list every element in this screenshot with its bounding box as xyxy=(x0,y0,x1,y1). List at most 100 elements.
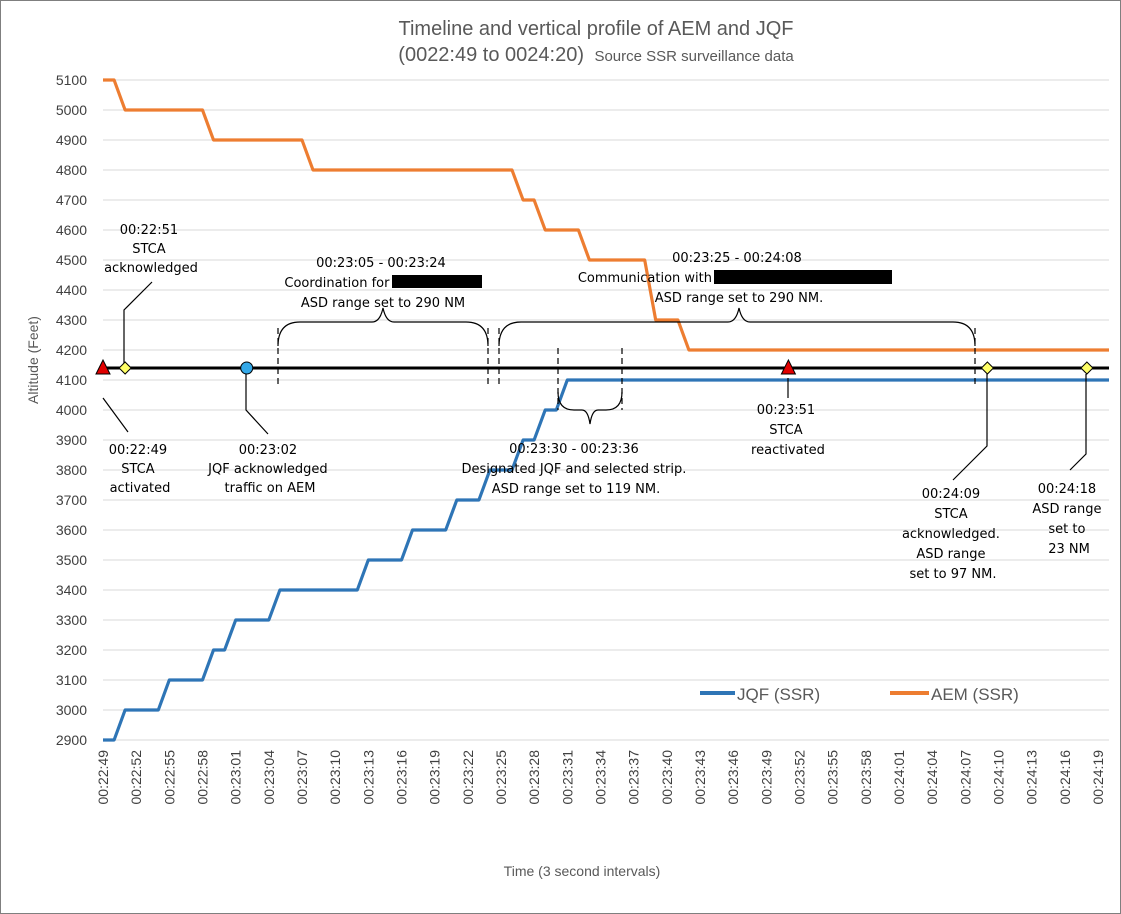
leader-2409 xyxy=(952,374,988,481)
x-tick-label-00-23-28: 00:23:28 xyxy=(526,750,542,805)
x-tick-label-00-23-37: 00:23:37 xyxy=(626,750,642,805)
y-tick-label-4800: 4800 xyxy=(56,162,87,178)
x-tick-label-00-23-04: 00:23:04 xyxy=(261,750,277,805)
annotation-2302-line-3: traffic on AEM xyxy=(225,481,316,496)
annotation-leaders xyxy=(102,281,1087,481)
series-line-1 xyxy=(103,78,1109,352)
leader-2251 xyxy=(123,281,153,366)
annotation-designated-line-1: 00:23:30 - 00:23:36 xyxy=(509,442,639,457)
range-braces xyxy=(277,307,976,425)
y-tick-label-4900: 4900 xyxy=(56,132,87,148)
x-tick-label-00-23-46: 00:23:46 xyxy=(725,750,741,805)
annotation-2418: 00:24:18 ASD range set to 23 NM xyxy=(1032,482,1105,557)
chart-title: Timeline and vertical profile of AEM and… xyxy=(399,18,794,40)
legend: JQF (SSR) AEM (SSR) xyxy=(700,685,1019,704)
marker-diamond-4 xyxy=(980,361,995,375)
annotation-designated-line-3: ASD range set to 119 NM. xyxy=(492,482,660,497)
y-tick-label-4400: 4400 xyxy=(56,282,87,298)
coord-brace xyxy=(277,307,489,347)
x-tick-label-00-24-10: 00:24:10 xyxy=(990,750,1006,805)
redaction-bar-1 xyxy=(392,275,482,288)
chart-subtitle: (0022:49 to 0024:20) Source SSR surveill… xyxy=(398,44,794,66)
x-tick-label-00-22-55: 00:22:55 xyxy=(161,750,177,805)
x-tick-label-00-23-16: 00:23:16 xyxy=(393,750,409,805)
annotation-communication-line-2: Communication with xyxy=(578,271,712,286)
y-tick-label-4600: 4600 xyxy=(56,222,87,238)
y-axis-ticks: 2900 3000 3100 3200 3300 3400 3500 3600 3700 3800… xyxy=(56,72,87,748)
legend-label-aem: AEM (SSR) xyxy=(931,685,1019,704)
series-lines xyxy=(103,78,1109,742)
x-tick-label-00-23-55: 00:23:55 xyxy=(825,750,841,805)
annotation-2409: 00:24:09 STCA acknowledged. ASD range se… xyxy=(902,487,1004,582)
annotation-communication-line-1: 00:23:25 - 00:24:08 xyxy=(672,251,802,266)
annotation-2249: 00:22:49 STCA activated xyxy=(109,443,172,496)
y-tick-label-3200: 3200 xyxy=(56,642,87,658)
desig-brace xyxy=(557,391,623,425)
annotation-2251-line-2: STCA xyxy=(132,242,166,257)
annotation-designated: 00:23:30 - 00:23:36 Designated JQF and s… xyxy=(462,442,691,497)
x-tick-label-00-24-13: 00:24:13 xyxy=(1024,750,1040,805)
y-tick-label-3500: 3500 xyxy=(56,552,87,568)
y-tick-label-4200: 4200 xyxy=(56,342,87,358)
annotation-2249-line-3: activated xyxy=(110,481,171,496)
x-tick-label-00-23-13: 00:23:13 xyxy=(360,750,376,805)
y-tick-label-3300: 3300 xyxy=(56,612,87,628)
annotation-2409-line-3: acknowledged. xyxy=(902,527,1000,542)
x-tick-label-00-23-01: 00:23:01 xyxy=(228,750,244,805)
series-line-0 xyxy=(103,378,1109,742)
y-tick-label-3600: 3600 xyxy=(56,522,87,538)
y-tick-label-3000: 3000 xyxy=(56,702,87,718)
marker-triangle-0 xyxy=(95,358,111,375)
y-tick-label-3100: 3100 xyxy=(56,672,87,688)
x-tick-label-00-24-07: 00:24:07 xyxy=(957,750,973,805)
annotation-2351-line-3: reactivated xyxy=(751,443,825,458)
leader-2418 xyxy=(1069,374,1087,471)
x-tick-label-00-23-40: 00:23:40 xyxy=(659,750,675,805)
y-tick-label-3400: 3400 xyxy=(56,582,87,598)
x-tick-label-00-23-19: 00:23:19 xyxy=(427,750,443,805)
x-tick-label-00-23-43: 00:23:43 xyxy=(692,750,708,805)
leader-2302 xyxy=(245,374,269,435)
x-tick-label-00-23-22: 00:23:22 xyxy=(460,750,476,805)
event-markers xyxy=(95,358,1094,375)
y-tick-label-4700: 4700 xyxy=(56,192,87,208)
annotation-2351-line-1: 00:23:51 xyxy=(757,403,815,418)
y-tick-label-5000: 5000 xyxy=(56,102,87,118)
marker-diamond-5 xyxy=(1080,361,1094,375)
annotation-2409-line-2: STCA xyxy=(934,507,968,522)
annotation-coordination: 00:23:05 - 00:23:24 Coordination for ASD… xyxy=(284,256,465,311)
y-tick-label-3900: 3900 xyxy=(56,432,87,448)
redaction-bar-2 xyxy=(714,270,892,284)
x-tick-label-00-23-34: 00:23:34 xyxy=(592,750,608,805)
annotation-coordination-line-2: Coordination for xyxy=(284,276,390,291)
y-tick-label-3800: 3800 xyxy=(56,462,87,478)
annotation-communication-line-3: ASD range set to 290 NM. xyxy=(655,291,823,306)
y-axis-title: Altitude (Feet) xyxy=(25,316,41,404)
annotation-2251-line-3: acknowledged xyxy=(104,261,198,276)
annotation-2302: 00:23:02 JQF acknowledged traffic on AEM xyxy=(207,443,332,496)
x-tick-label-00-23-10: 00:23:10 xyxy=(327,750,343,805)
annotation-designated-line-2: Designated JQF and selected strip. xyxy=(462,462,687,477)
annotation-coordination-line-3: ASD range set to 290 NM xyxy=(301,296,465,311)
annotation-2418-line-3: set to xyxy=(1048,522,1085,537)
annotation-2302-line-2: JQF acknowledged xyxy=(207,462,328,477)
x-tick-label-00-24-04: 00:24:04 xyxy=(924,750,940,805)
annotation-2418-line-1: 00:24:18 xyxy=(1038,482,1096,497)
annotation-2251-line-1: 00:22:51 xyxy=(120,223,178,238)
annotation-coordination-line-1: 00:23:05 - 00:23:24 xyxy=(316,256,446,271)
annotation-communication: 00:23:25 - 00:24:08 Communication with A… xyxy=(578,251,823,306)
y-tick-label-2900: 2900 xyxy=(56,732,87,748)
annotation-2302-line-1: 00:23:02 xyxy=(239,443,297,458)
x-tick-label-00-22-49: 00:22:49 xyxy=(95,750,111,805)
x-tick-label-00-22-58: 00:22:58 xyxy=(194,750,210,805)
marker-diamond-1 xyxy=(118,361,132,375)
x-tick-label-00-23-58: 00:23:58 xyxy=(858,750,874,805)
annotation-2351: 00:23:51 STCA reactivated xyxy=(751,403,825,458)
annotation-2409-line-4: ASD range xyxy=(916,547,985,562)
x-tick-label-00-24-01: 00:24:01 xyxy=(891,750,907,805)
annotation-2418-line-4: 23 NM xyxy=(1048,542,1090,557)
leader-2249 xyxy=(102,397,129,433)
y-tick-label-4300: 4300 xyxy=(56,312,87,328)
x-tick-label-00-23-07: 00:23:07 xyxy=(294,750,310,805)
